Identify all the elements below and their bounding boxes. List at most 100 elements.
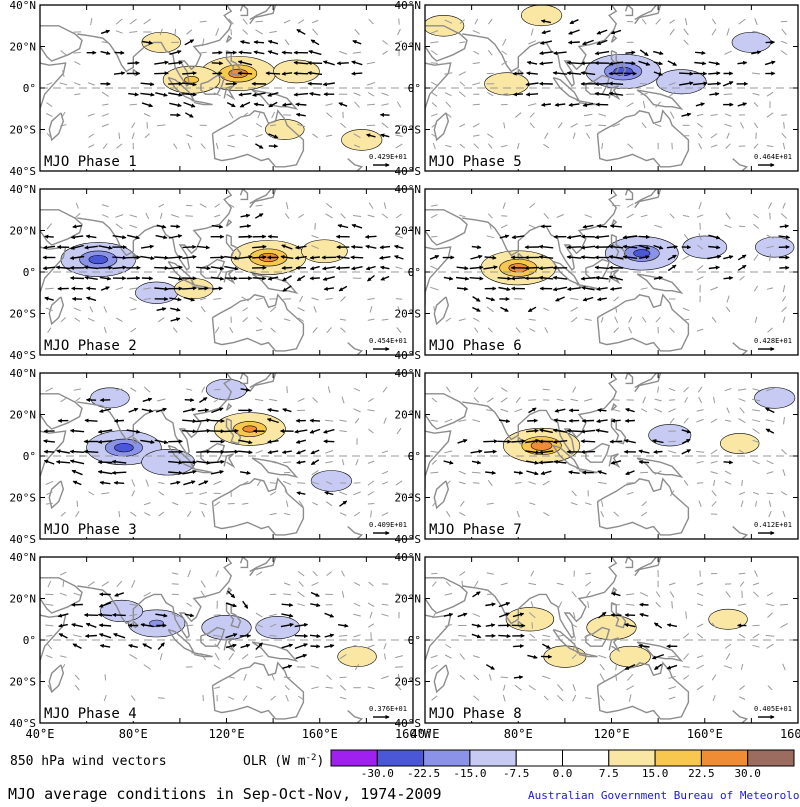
- wind-vector: [725, 591, 731, 598]
- wind-vector: [610, 29, 622, 35]
- colorbar-swatch: [700, 749, 749, 767]
- wind-vector: [103, 306, 108, 313]
- wind-vector: [380, 133, 390, 138]
- wind-vector: [160, 212, 163, 220]
- lat-tick-label: 40°S: [395, 533, 422, 546]
- wind-vector: [754, 18, 758, 25]
- wind-vector: [70, 235, 84, 240]
- wind-vector: [443, 460, 454, 465]
- wind-vector: [365, 244, 377, 249]
- wind-vector: [58, 623, 68, 628]
- wind-vector: [528, 224, 536, 229]
- wind-vector: [366, 82, 376, 86]
- wind-vector: [215, 142, 219, 150]
- wind-vector: [200, 652, 206, 661]
- wind-vector: [69, 459, 85, 465]
- wind-vector: [751, 398, 761, 402]
- reference-vector-label: 0.405E+01: [754, 705, 792, 713]
- wind-vector: [184, 613, 195, 618]
- wind-vector: [44, 234, 54, 239]
- wind-vector: [284, 39, 290, 46]
- wind-vector: [723, 460, 734, 465]
- wind-vector: [543, 511, 550, 517]
- wind-vector: [294, 643, 308, 650]
- wind-vector: [669, 417, 675, 424]
- colorbar-swatch: [469, 749, 517, 767]
- wind-vector: [297, 570, 305, 577]
- wind-vector: [174, 28, 177, 36]
- wind-vector: [214, 203, 221, 208]
- wind-vector: [710, 133, 718, 139]
- wind-vector: [157, 642, 165, 650]
- wind-vector: [47, 684, 52, 691]
- wind-vector: [739, 491, 746, 495]
- wind-vector: [140, 439, 155, 445]
- panel-title: MJO Phase 6: [429, 338, 522, 354]
- wind-vector: [336, 61, 349, 66]
- wind-vector: [542, 388, 550, 391]
- wind-vector: [269, 623, 277, 628]
- wind-vector: [529, 328, 536, 333]
- wind-vector: [652, 439, 664, 444]
- wind-vector: [457, 439, 468, 444]
- wind-vector: [168, 81, 183, 86]
- wind-vector: [270, 695, 276, 701]
- wind-vector: [341, 570, 345, 577]
- wind-vector: [242, 29, 249, 35]
- coastline: [608, 453, 621, 469]
- wind-vector: [381, 103, 389, 106]
- wind-vector: [723, 93, 733, 95]
- wind-vector: [639, 602, 649, 607]
- wind-vector: [580, 245, 596, 250]
- wind-vector: [724, 481, 732, 485]
- wind-vector: [483, 439, 498, 444]
- coastline: [425, 62, 452, 123]
- wind-vector: [740, 663, 744, 671]
- wind-vector: [667, 60, 678, 66]
- colorbar-tick-label: -15.0: [453, 767, 486, 780]
- colorbar-tick-label: 30.0: [734, 767, 761, 780]
- wind-vector: [367, 298, 375, 300]
- wind-vector: [654, 663, 663, 671]
- wind-vector: [154, 255, 169, 260]
- wind-vector: [60, 511, 66, 517]
- wind-vector: [766, 234, 774, 239]
- wind-vector: [653, 275, 664, 281]
- wind-vector: [614, 316, 619, 324]
- wind-vector: [707, 81, 722, 86]
- wind-vector: [500, 224, 508, 229]
- wind-vector: [172, 327, 178, 333]
- wind-vector: [339, 430, 347, 433]
- wind-vector: [100, 286, 110, 291]
- olr-anomaly-contour: [754, 387, 796, 409]
- wind-vector: [511, 439, 526, 444]
- wind-vector: [570, 306, 579, 312]
- wind-vector: [740, 500, 744, 508]
- wind-vector: [296, 28, 306, 35]
- wind-vector: [641, 511, 648, 517]
- wind-vector: [487, 49, 493, 56]
- wind-vector: [625, 408, 635, 413]
- wind-vector: [513, 643, 525, 649]
- lat-tick-label: 40°S: [395, 165, 422, 178]
- wind-vector: [143, 297, 151, 301]
- wind-vector: [737, 603, 747, 606]
- wind-vector: [598, 124, 607, 127]
- wind-vector: [69, 428, 85, 433]
- wind-vector: [766, 112, 774, 118]
- coastline: [223, 453, 236, 469]
- wind-vector: [395, 134, 403, 137]
- wind-vector: [502, 694, 506, 702]
- wind-vector: [726, 295, 730, 303]
- wind-vector: [73, 388, 81, 391]
- wind-vector: [513, 470, 524, 475]
- wind-vector: [281, 602, 294, 608]
- wind-vector: [158, 203, 165, 208]
- wind-vector: [752, 633, 760, 639]
- wind-vector: [397, 306, 401, 313]
- wind-vector: [598, 611, 607, 619]
- wind-vector: [255, 20, 263, 23]
- wind-vector: [74, 317, 81, 322]
- wind-vector: [515, 112, 522, 118]
- wind-vector: [724, 113, 732, 117]
